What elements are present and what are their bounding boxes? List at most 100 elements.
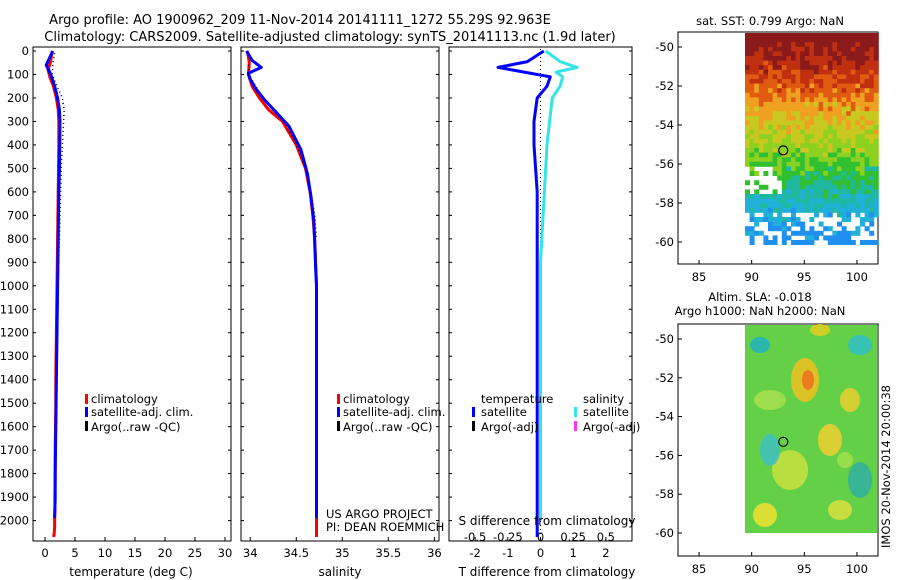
sst-cell <box>795 180 801 186</box>
sst-cell <box>850 115 856 121</box>
sst-cell <box>786 203 792 209</box>
sst-cell <box>809 194 815 199</box>
sst-cell <box>804 74 810 80</box>
sst-cell <box>745 88 750 94</box>
sst-cell <box>786 157 792 163</box>
sst-cell <box>855 129 861 135</box>
sst-cell <box>818 221 824 227</box>
legend-label-satellite-clim: satellite-adj. clim. <box>91 405 193 419</box>
sst-cell <box>781 125 787 130</box>
sst-cell <box>768 120 773 126</box>
sst-cell <box>809 102 815 107</box>
sst-cell <box>777 37 783 43</box>
sst-cell <box>781 189 787 195</box>
sst-cell <box>855 102 861 107</box>
sst-cell <box>786 148 792 153</box>
sst-cell <box>800 111 806 117</box>
sst-cell <box>781 37 787 43</box>
sst-cell <box>846 157 852 163</box>
sst-cell <box>841 74 847 80</box>
sst-cell <box>809 88 815 94</box>
sst-cell <box>832 102 838 107</box>
sst-cell <box>800 125 806 130</box>
sst-cell <box>800 115 806 121</box>
sst-cell <box>791 134 796 140</box>
sst-cell <box>846 152 852 158</box>
sst-cell <box>832 240 838 245</box>
sla-anomaly-patch <box>760 434 780 466</box>
sst-cell <box>795 203 801 209</box>
sst-cell <box>800 83 806 89</box>
sst-cell <box>768 115 773 121</box>
sst-cell <box>763 161 769 167</box>
sst-cell <box>846 125 852 130</box>
sst-cell <box>827 134 833 140</box>
sst-cell <box>745 115 750 121</box>
sst-cell <box>846 102 852 107</box>
sst-cell <box>823 56 829 61</box>
sst-cell <box>841 88 847 94</box>
sst-cell <box>873 125 879 130</box>
sst-cell <box>791 157 796 163</box>
sla-anomaly-patch <box>840 388 860 412</box>
sst-cell <box>864 203 870 209</box>
sst-cell <box>791 97 796 103</box>
sst-cell <box>791 33 796 38</box>
sst-cell <box>754 198 760 204</box>
sst-cell <box>850 111 856 117</box>
sst-cell <box>786 138 792 144</box>
sst-cell <box>772 111 778 117</box>
sst-cell <box>855 207 861 213</box>
sst-cell <box>873 189 879 195</box>
sst-cell <box>823 212 829 218</box>
sst-cell <box>846 111 852 117</box>
depth-tick-label: 1200 <box>0 326 29 340</box>
sst-cell <box>786 226 792 232</box>
sst-cell <box>860 152 865 158</box>
sst-cell <box>846 69 852 75</box>
sst-cell <box>832 198 838 204</box>
sst-cell <box>804 180 810 186</box>
sst-cell <box>772 83 778 89</box>
sst-cell <box>860 42 865 48</box>
sst-cell <box>777 134 783 140</box>
sst-cell <box>768 194 773 199</box>
depth-tick-label: 1300 <box>0 349 29 363</box>
sst-cell <box>873 157 879 163</box>
sst-cell <box>745 134 750 140</box>
sst-cell <box>754 69 760 75</box>
sst-cell <box>841 83 847 89</box>
sst-cell <box>745 46 750 52</box>
sst-cell <box>768 161 773 167</box>
sst-cell <box>864 198 870 204</box>
sst-cell <box>804 198 810 204</box>
sst-cell <box>860 194 865 199</box>
sst-cell <box>795 115 801 121</box>
sst-cell <box>763 217 769 222</box>
sst-cell <box>814 138 819 144</box>
sst-cell <box>823 161 829 167</box>
sst-cell <box>786 60 792 66</box>
sst-cell <box>827 166 833 172</box>
lat-tick-label: -60 <box>655 526 674 540</box>
sst-cell <box>832 207 838 213</box>
sst-cell <box>777 51 783 57</box>
sst-cell <box>804 152 810 158</box>
sst-cell <box>814 143 819 149</box>
sst-cell <box>758 88 764 94</box>
sst-cell <box>818 120 824 126</box>
sst-cell <box>846 161 852 167</box>
sst-cell <box>749 120 755 126</box>
sst-cell <box>758 152 764 158</box>
sst-cell <box>873 240 879 245</box>
sst-cell <box>873 207 879 213</box>
sst-cell <box>809 125 815 130</box>
sst-cell <box>791 60 796 66</box>
sst-cell <box>846 230 852 236</box>
sst-cell <box>772 33 778 38</box>
sst-cell <box>754 120 760 126</box>
sla-anomaly-patch <box>848 335 872 355</box>
sst-cell <box>768 33 773 38</box>
sst-cell <box>841 79 847 84</box>
sst-cell <box>864 143 870 149</box>
